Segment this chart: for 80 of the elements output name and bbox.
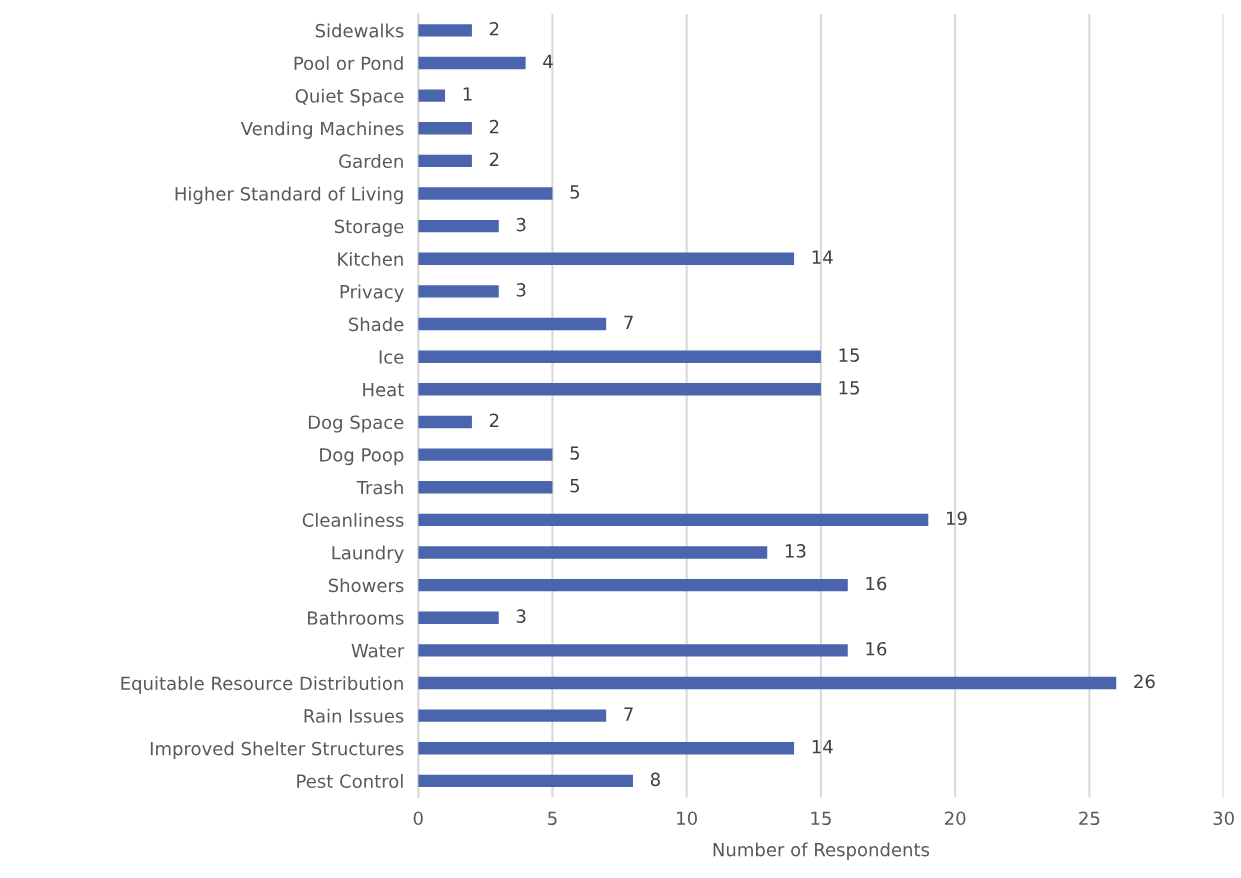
y-tick-label: Ice bbox=[379, 350, 404, 364]
bar bbox=[418, 285, 499, 298]
bar bbox=[418, 219, 499, 233]
y-tick-label: Pool or Pond bbox=[294, 56, 403, 71]
y-tick-label: Privacy bbox=[340, 284, 404, 303]
bar bbox=[418, 350, 821, 363]
data-label: 16 bbox=[866, 641, 887, 656]
y-tick-label: Improved Shelter Structures bbox=[150, 741, 404, 759]
data-label: 19 bbox=[946, 511, 967, 526]
y-tick-label: Heat bbox=[363, 383, 404, 397]
data-label: 14 bbox=[812, 740, 833, 754]
x-tick-label: 5 bbox=[548, 811, 557, 826]
y-tick-label: Showers bbox=[328, 578, 404, 593]
data-label: 2 bbox=[489, 152, 499, 166]
data-label: 5 bbox=[570, 446, 580, 460]
y-tick-label: Cleanliness bbox=[302, 512, 404, 527]
bar bbox=[418, 481, 553, 494]
data-label: 2 bbox=[489, 413, 499, 427]
x-tick-label: 15 bbox=[811, 811, 831, 826]
x-tick-label: 30 bbox=[1213, 811, 1234, 826]
y-tick-label: Pest Control bbox=[297, 774, 403, 789]
bar bbox=[418, 187, 553, 200]
y-tick-label: Trash bbox=[356, 480, 403, 495]
x-tick-label: 0 bbox=[413, 811, 423, 826]
data-label: 4 bbox=[543, 54, 553, 68]
y-tick-label: Equitable Resource Distribution bbox=[121, 676, 403, 694]
bar bbox=[418, 546, 768, 559]
data-label: 13 bbox=[785, 544, 806, 558]
y-tick-label: Garden bbox=[339, 154, 403, 169]
data-label: 3 bbox=[516, 217, 526, 232]
bar bbox=[418, 578, 848, 592]
bar bbox=[418, 89, 446, 102]
data-label: 15 bbox=[839, 348, 859, 362]
data-label: 3 bbox=[516, 283, 526, 297]
y-tick-label: Vending Machines bbox=[240, 121, 404, 139]
data-label: 16 bbox=[866, 576, 887, 591]
bar bbox=[418, 774, 633, 788]
data-label: 8 bbox=[650, 772, 660, 787]
bar bbox=[418, 742, 795, 755]
y-tick-label: Storage bbox=[334, 219, 404, 237]
bar bbox=[418, 383, 821, 396]
bar bbox=[418, 513, 929, 527]
bar bbox=[418, 252, 795, 265]
data-label: 2 bbox=[489, 119, 499, 134]
bar bbox=[418, 709, 607, 722]
data-label: 2 bbox=[489, 21, 499, 36]
bar bbox=[418, 448, 553, 461]
y-tick-label: Rain Issues bbox=[304, 708, 404, 723]
bar bbox=[418, 24, 472, 37]
bar bbox=[418, 154, 472, 168]
x-tick-label: 20 bbox=[944, 811, 966, 826]
data-label: 7 bbox=[624, 315, 633, 330]
y-tick-label: Quiet Space bbox=[295, 88, 404, 107]
data-label: 5 bbox=[570, 479, 580, 493]
y-tick-label: Kitchen bbox=[338, 251, 403, 266]
bar bbox=[418, 122, 472, 135]
y-tick-label: Dog Poop bbox=[320, 448, 404, 466]
y-tick-label: Higher Standard of Living bbox=[175, 186, 403, 205]
x-tick-label: 25 bbox=[1079, 811, 1100, 826]
y-tick-label: Bathrooms bbox=[308, 610, 404, 625]
bar bbox=[418, 644, 848, 657]
data-label: 3 bbox=[516, 609, 526, 623]
data-label: 5 bbox=[570, 185, 580, 199]
y-tick-label: Water bbox=[351, 644, 405, 658]
data-label: 15 bbox=[839, 381, 859, 395]
x-axis-title: Number of Respondents bbox=[713, 842, 930, 860]
data-label: 7 bbox=[624, 707, 633, 721]
data-label: 26 bbox=[1134, 674, 1155, 689]
x-tick-label: 10 bbox=[677, 811, 697, 826]
y-tick-label: Dog Space bbox=[308, 415, 404, 433]
bar bbox=[418, 317, 607, 331]
data-label: 14 bbox=[812, 250, 833, 264]
y-tick-label: Shade bbox=[348, 317, 404, 332]
bar bbox=[418, 56, 526, 70]
bar bbox=[418, 676, 1117, 690]
bar bbox=[418, 415, 472, 429]
y-tick-label: Laundry bbox=[332, 545, 404, 564]
y-tick-label: Sidewalks bbox=[315, 23, 404, 38]
data-label: 1 bbox=[463, 87, 472, 101]
bar bbox=[418, 611, 499, 624]
